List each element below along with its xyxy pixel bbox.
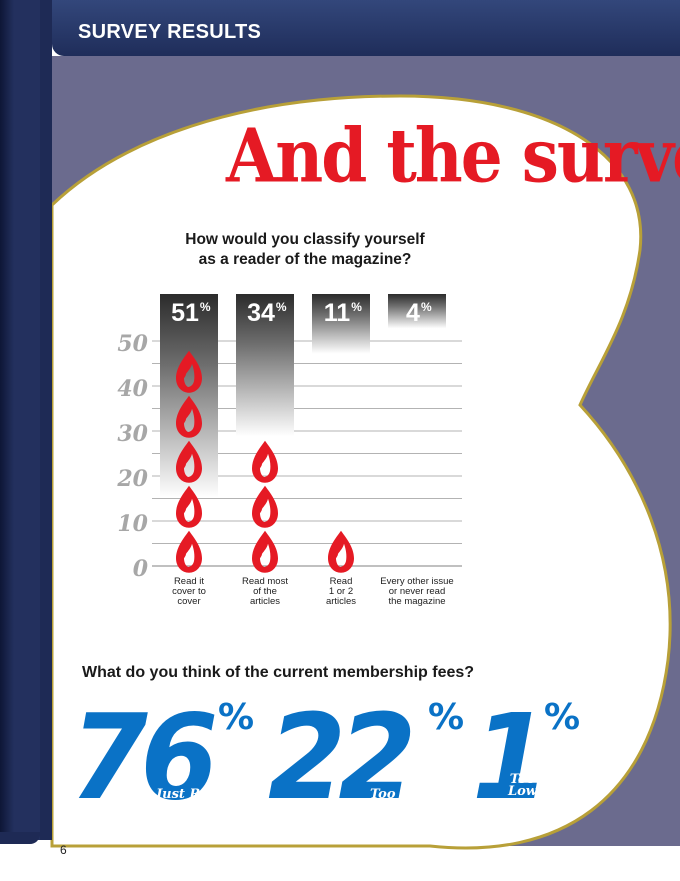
category-label: cover: [177, 596, 200, 607]
bar-percent-sign: %: [421, 300, 432, 314]
section-label: SURVEY RESULTS: [78, 21, 262, 43]
y-tick-label: 10: [117, 511, 148, 537]
flame-mark: [252, 440, 278, 483]
chart-question-line1: How would you classify yourself: [185, 231, 425, 248]
fee-value: 22: [268, 688, 416, 826]
chart-question-line2: as a reader of the magazine?: [198, 251, 412, 268]
bar-percent-sign: %: [276, 300, 287, 314]
flame-mark: [252, 485, 278, 528]
y-tick-label: 30: [117, 421, 148, 447]
category-label: articles: [326, 596, 356, 607]
fee-label-line1: Too: [509, 772, 536, 787]
category-label: Every other issue: [380, 576, 453, 587]
category-label: of the: [253, 586, 277, 597]
category-label: Read it: [174, 576, 204, 587]
left-strip-inner: [40, 0, 52, 840]
page-number: 6: [60, 843, 67, 857]
category-label: Read: [330, 576, 353, 587]
chart-question: How would you classify yourself as a rea…: [140, 230, 470, 270]
bar-value-label: 51: [171, 299, 199, 327]
bar-value-label: 4: [406, 299, 420, 327]
flame-mark: [328, 486, 354, 528]
bar-backdrop: [312, 294, 370, 354]
category-label: cover to: [172, 586, 206, 597]
bar-value-label: 34: [247, 299, 275, 327]
fee-label: Too High: [370, 787, 436, 802]
fee-label: Just Right: [156, 787, 230, 802]
fees-question: What do you think of the current members…: [82, 664, 475, 681]
category-label: or never read: [389, 586, 446, 597]
y-tick-label: 40: [117, 376, 148, 402]
fee-percent-sign: %: [544, 697, 581, 738]
bar-backdrop: [388, 294, 446, 329]
partial-flame: [328, 486, 354, 528]
category-label: 1 or 2: [329, 586, 353, 597]
y-tick-label: 50: [117, 331, 148, 357]
left-strip-corner: [0, 832, 40, 844]
bar-percent-sign: %: [200, 300, 211, 314]
page-title: And the survey: [226, 112, 680, 200]
fee-label-line2: Low: [508, 784, 538, 799]
bar-backdrop: [236, 294, 294, 437]
header-bar: [52, 0, 680, 56]
y-tick-label: 0: [133, 556, 149, 582]
fee-value: 1: [472, 688, 550, 826]
fee-label: Too Low: [508, 772, 538, 799]
fee-percent-sign: %: [218, 697, 255, 738]
fee-value: 76: [70, 688, 218, 826]
bar-value-label: 11: [324, 299, 351, 327]
fee-percent-sign: %: [428, 697, 465, 738]
left-strip-shade: [0, 0, 14, 840]
category-label: Read most: [242, 576, 288, 587]
y-tick-label: 20: [116, 466, 148, 492]
category-label: articles: [250, 596, 280, 607]
bar-percent-sign: %: [351, 300, 362, 314]
category-label: the magazine: [388, 596, 445, 607]
